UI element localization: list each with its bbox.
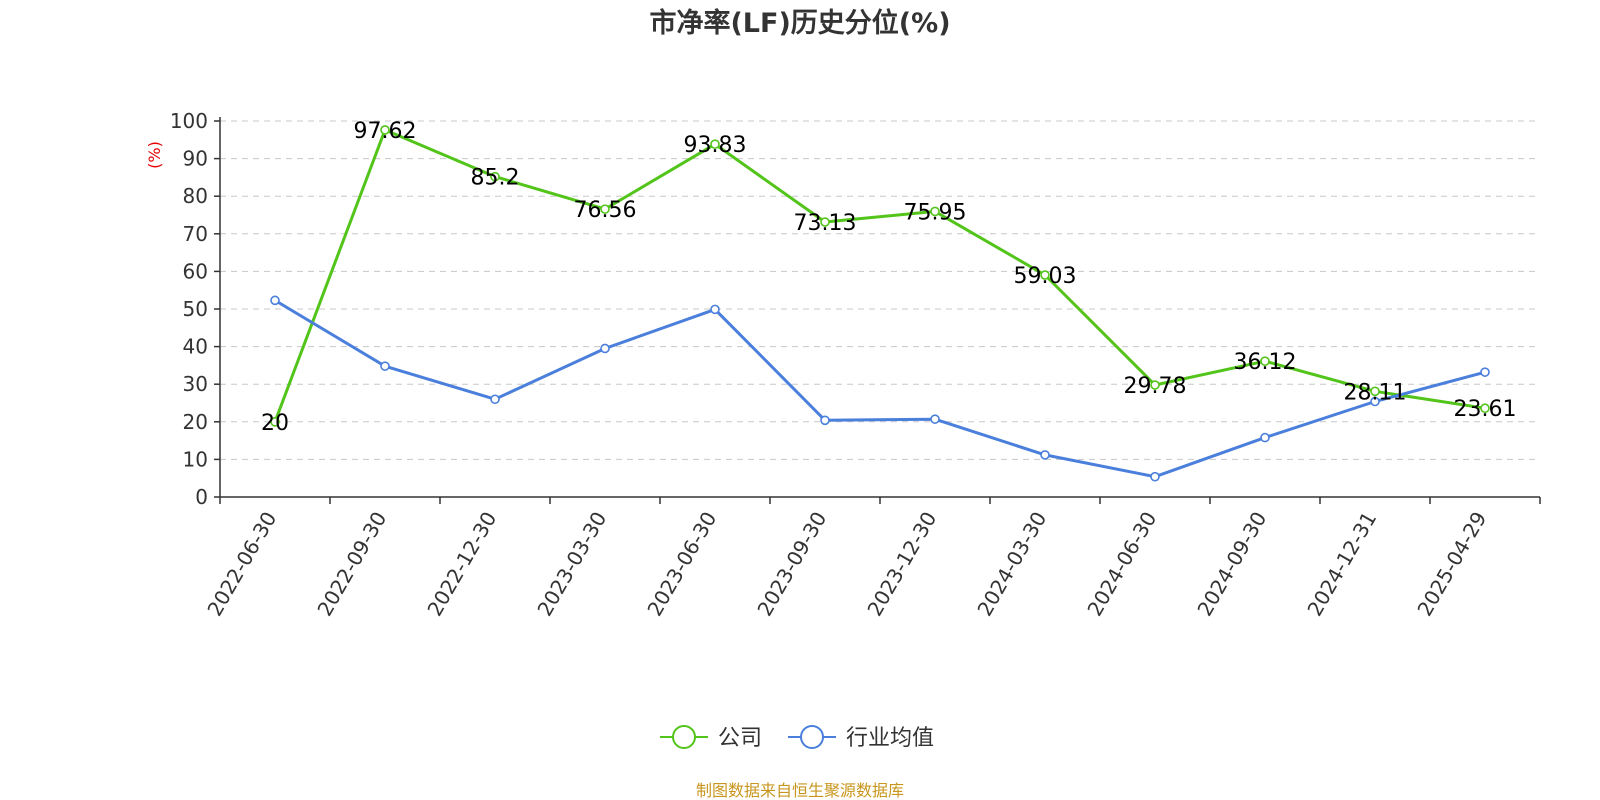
data-point[interactable] <box>1480 367 1490 377</box>
y-tick-label: 10 <box>183 447 208 471</box>
y-axis-label: (%) <box>145 141 164 169</box>
legend-item-1[interactable]: 公司 <box>660 725 762 751</box>
legend[interactable]: 公司 行业均值 <box>660 725 934 751</box>
data-point[interactable] <box>1150 380 1160 390</box>
y-tick-label: 70 <box>183 222 208 246</box>
data-label: 28.11 <box>1344 380 1407 405</box>
data-point[interactable] <box>820 415 830 426</box>
data-label: 29.78 <box>1124 374 1187 399</box>
y-tick-label: 20 <box>183 410 208 434</box>
data-point[interactable] <box>1480 403 1490 414</box>
data-point[interactable] <box>820 217 830 227</box>
data-label: 75.95 <box>904 200 967 225</box>
legend-marker-icon <box>800 725 824 749</box>
data-label: 85.2 <box>471 166 520 191</box>
data-point[interactable] <box>1260 356 1270 366</box>
legend-item-2[interactable]: 行业均值 <box>788 725 934 751</box>
x-tick-label: 2023-09-30 <box>752 508 831 621</box>
legend-marker-icon <box>672 725 696 749</box>
legend-label: 行业均值 <box>846 726 934 751</box>
data-point[interactable] <box>380 125 390 135</box>
grid-layer <box>220 120 1540 460</box>
x-tick-label: 2023-06-30 <box>642 508 721 621</box>
y-tick-label: 50 <box>183 297 208 321</box>
data-label: 76.56 <box>574 198 637 223</box>
data-label-layer: 20 97.62 85.2 76.56 93.83 73.13 75.95 59.03 29.7… <box>261 119 1516 436</box>
series-line-2 <box>274 299 1486 479</box>
data-point[interactable] <box>1370 386 1380 397</box>
legend-label: 公司 <box>718 726 762 751</box>
data-label: 93.83 <box>684 133 747 158</box>
data-point[interactable] <box>600 343 610 354</box>
series-line-1 <box>273 128 1486 423</box>
data-point[interactable] <box>1150 471 1160 482</box>
series-layer <box>270 125 1490 482</box>
x-tick-label: 2022-09-30 <box>312 508 391 621</box>
data-point[interactable] <box>710 304 720 315</box>
data-point[interactable] <box>930 414 940 424</box>
x-tick-label: 2024-09-30 <box>1192 508 1271 621</box>
data-point[interactable] <box>1370 396 1380 407</box>
x-tick-label: 2024-03-30 <box>972 508 1051 621</box>
data-point[interactable] <box>930 206 940 217</box>
y-tick-label: 60 <box>183 259 208 283</box>
x-tick-label: 2022-12-30 <box>422 508 501 621</box>
x-tick-label: 2023-12-30 <box>862 508 941 621</box>
x-tick-label: 2024-12-31 <box>1302 508 1381 621</box>
x-tick-label: 2023-03-30 <box>532 508 611 621</box>
data-point[interactable] <box>490 394 500 405</box>
data-point[interactable] <box>380 361 390 371</box>
chart-title: 市净率(LF)历史分位(%) <box>649 7 950 39</box>
data-label: 73.13 <box>794 211 857 236</box>
data-label: 36.12 <box>1234 350 1297 375</box>
data-label: 59.03 <box>1014 264 1077 289</box>
data-label: 23.61 <box>1454 397 1517 422</box>
y-tick-label: 90 <box>183 147 208 171</box>
data-point[interactable] <box>710 139 720 149</box>
data-point[interactable] <box>600 204 610 214</box>
y-tick-label: 100 <box>170 109 208 133</box>
y-tick-label: 0 <box>195 485 208 509</box>
data-point[interactable] <box>1040 270 1050 280</box>
x-tick-label: 2022-06-30 <box>202 508 281 621</box>
data-label: 20 <box>261 411 289 436</box>
data-point[interactable] <box>1260 432 1270 443</box>
y-tick-label: 30 <box>183 372 208 396</box>
x-tick-label: 2025-04-29 <box>1412 508 1491 621</box>
data-point[interactable] <box>270 295 280 306</box>
x-tick-label: 2024-06-30 <box>1082 508 1161 621</box>
data-label: 97.62 <box>354 119 417 144</box>
data-point[interactable] <box>270 416 280 427</box>
y-tick-label: 40 <box>183 335 208 359</box>
data-point[interactable] <box>490 171 500 182</box>
y-tick-label: 80 <box>183 184 208 208</box>
data-point[interactable] <box>1040 450 1050 460</box>
axis-layer: 0 10 20 30 40 50 60 70 80 90 100 2022-06-30 2022-09-… <box>170 109 1541 621</box>
source-note: 制图数据来自恒生聚源数据库 <box>696 781 904 800</box>
